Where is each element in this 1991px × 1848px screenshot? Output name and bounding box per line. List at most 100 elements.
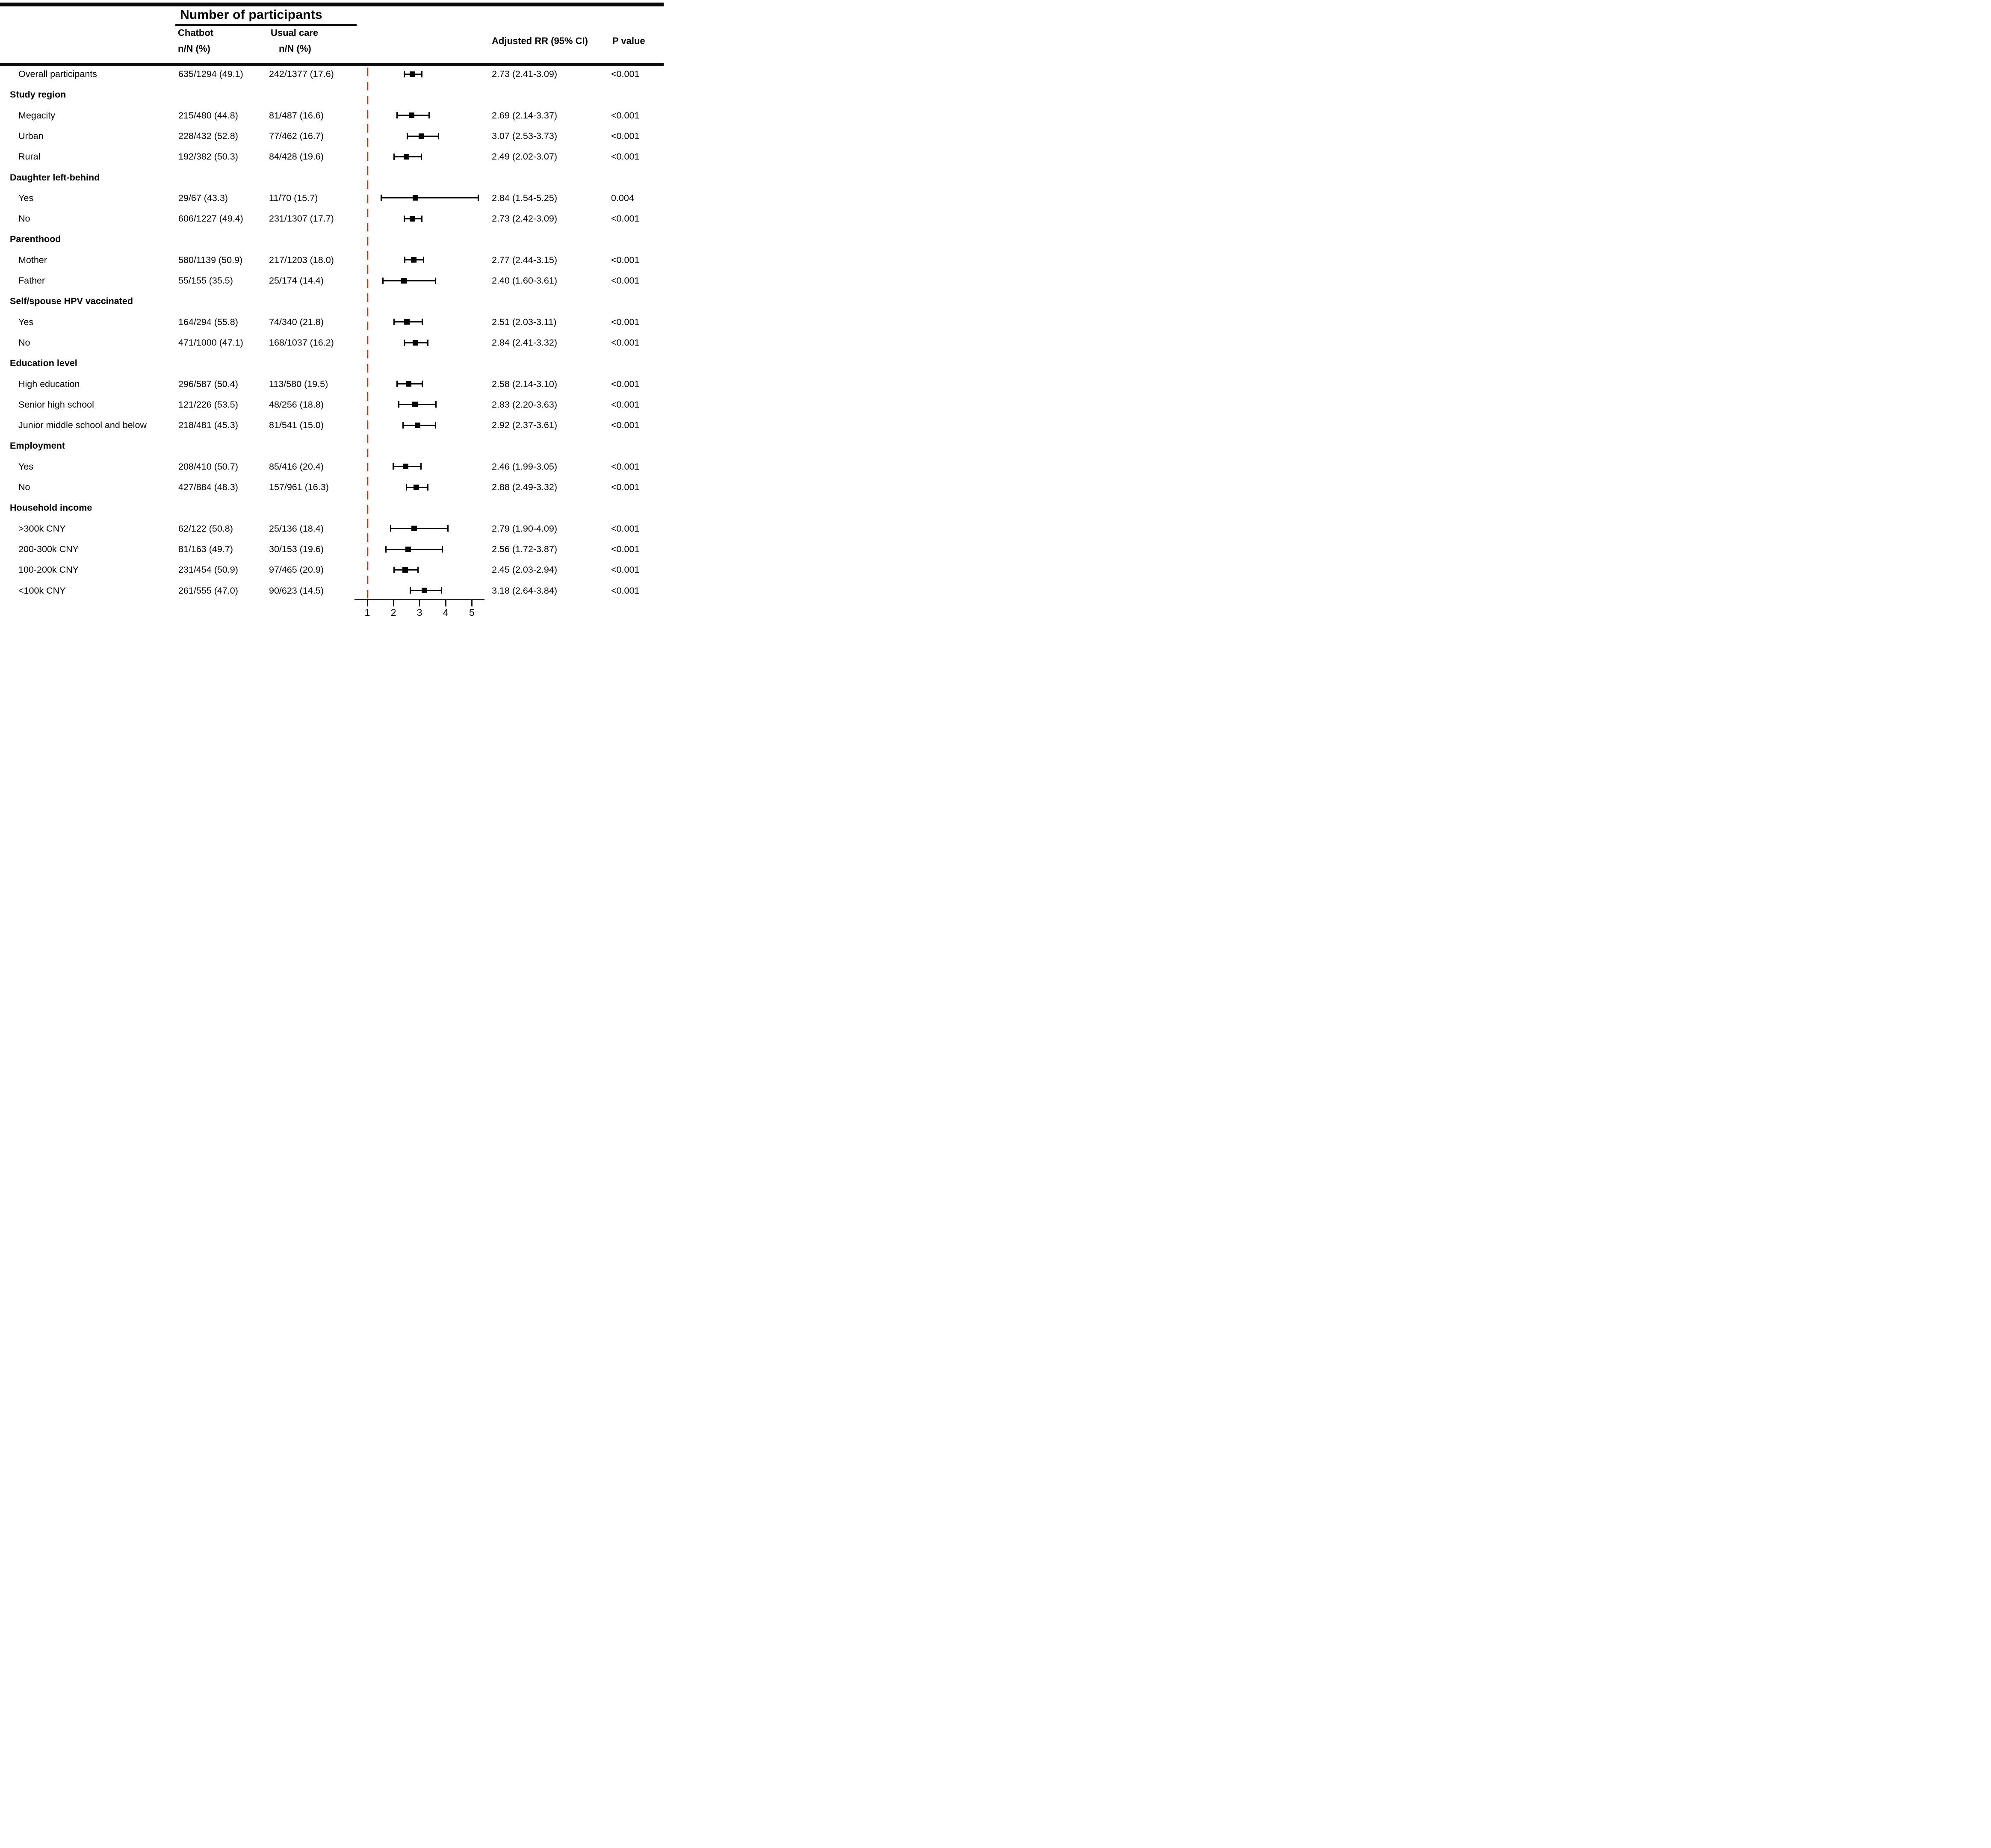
x-axis-tick-label: 2 bbox=[390, 607, 396, 616]
x-axis-tick bbox=[419, 600, 420, 606]
ci-cap-left bbox=[404, 257, 406, 263]
chatbot-count-cell: 29/67 (43.3) bbox=[178, 192, 228, 203]
usual-care-count-cell: 168/1037 (16.2) bbox=[269, 337, 334, 348]
adjusted-rr-cell: 2.51 (2.03-3.11) bbox=[492, 316, 557, 327]
adjusted-rr-cell: 3.07 (2.53-3.73) bbox=[492, 130, 557, 141]
usual-care-count-cell: 157/961 (16.3) bbox=[269, 482, 329, 492]
row-label: Yes bbox=[18, 461, 34, 472]
usual-care-count-cell: 217/1203 (18.0) bbox=[269, 254, 334, 265]
usual-care-count-cell: 25/174 (14.4) bbox=[269, 275, 324, 286]
ci-cap-right bbox=[427, 339, 429, 346]
row-label: Father bbox=[18, 275, 45, 286]
rr-point-marker bbox=[411, 257, 417, 263]
section-header-label: Daughter left-behind bbox=[10, 172, 100, 183]
p-value-cell: <0.001 bbox=[611, 275, 640, 286]
col-header-p-value: P value bbox=[612, 35, 645, 46]
ci-cap-left bbox=[392, 463, 394, 470]
ci-cap-right bbox=[427, 484, 429, 491]
p-value-cell: <0.001 bbox=[611, 544, 640, 554]
adjusted-rr-cell: 2.58 (2.14-3.10) bbox=[492, 378, 557, 389]
section-header-label: Household income bbox=[10, 503, 92, 513]
rr-point-marker bbox=[405, 546, 411, 552]
usual-care-count-cell: 25/136 (18.4) bbox=[269, 523, 324, 534]
ci-cap-left bbox=[385, 546, 387, 553]
chatbot-count-cell: 606/1227 (49.4) bbox=[178, 213, 243, 224]
section-header-label: Study region bbox=[10, 89, 66, 100]
row-label: High education bbox=[18, 378, 80, 389]
section-header-label: Employment bbox=[10, 441, 65, 451]
ci-cap-right bbox=[421, 215, 423, 222]
col-header-usual-care: Usual care bbox=[271, 27, 319, 38]
adjusted-rr-cell: 2.73 (2.42-3.09) bbox=[492, 213, 557, 224]
forest-plot-figure: Number of participants Chatbot n/N (%) U… bbox=[0, 0, 664, 616]
ci-line bbox=[386, 548, 443, 550]
usual-care-count-cell: 97/465 (20.9) bbox=[269, 565, 324, 575]
usual-care-count-cell: 81/541 (15.0) bbox=[269, 420, 324, 431]
ci-cap-left bbox=[382, 277, 384, 284]
p-value-cell: <0.001 bbox=[611, 130, 640, 141]
chatbot-count-cell: 164/294 (55.8) bbox=[178, 316, 238, 327]
rr-point-marker bbox=[412, 340, 418, 346]
p-value-cell: <0.001 bbox=[611, 585, 640, 596]
row-label: Mother bbox=[18, 254, 47, 265]
ci-cap-left bbox=[396, 112, 398, 119]
ci-line bbox=[390, 528, 448, 529]
usual-care-count-cell: 85/416 (20.4) bbox=[269, 461, 324, 472]
p-value-cell: <0.001 bbox=[611, 337, 640, 348]
adjusted-rr-cell: 2.84 (1.54-5.25) bbox=[492, 192, 557, 203]
usual-care-count-cell: 231/1307 (17.7) bbox=[269, 213, 334, 224]
chatbot-count-cell: 215/480 (44.8) bbox=[178, 110, 238, 121]
adjusted-rr-cell: 2.45 (2.03-2.94) bbox=[492, 565, 557, 575]
chatbot-count-cell: 192/382 (50.3) bbox=[178, 151, 238, 162]
adjusted-rr-cell: 2.49 (2.02-3.07) bbox=[492, 151, 557, 162]
row-label: No bbox=[18, 337, 30, 348]
x-axis-tick bbox=[393, 600, 394, 606]
ci-cap-left bbox=[402, 422, 404, 429]
ci-cap-right bbox=[441, 587, 443, 594]
chatbot-count-cell: 427/884 (48.3) bbox=[178, 482, 238, 492]
p-value-cell: <0.001 bbox=[611, 461, 640, 472]
reference-line bbox=[366, 68, 368, 599]
usual-care-count-cell: 30/153 (19.6) bbox=[269, 544, 324, 554]
chatbot-count-cell: 471/1000 (47.1) bbox=[178, 337, 243, 348]
ci-cap-left bbox=[403, 71, 405, 77]
rr-point-marker bbox=[414, 484, 419, 490]
row-label: Yes bbox=[18, 192, 34, 203]
usual-care-count-cell: 77/462 (16.7) bbox=[269, 130, 324, 141]
ci-cap-left bbox=[393, 566, 395, 573]
rr-point-marker bbox=[402, 567, 408, 573]
rr-point-marker bbox=[412, 402, 418, 408]
adjusted-rr-cell: 2.40 (1.60-3.61) bbox=[492, 275, 557, 286]
rr-point-marker bbox=[412, 195, 418, 201]
chatbot-count-cell: 296/587 (50.4) bbox=[178, 378, 238, 389]
p-value-cell: <0.001 bbox=[611, 420, 640, 431]
col-header-adjusted-rr: Adjusted RR (95% CI) bbox=[492, 35, 588, 46]
rr-point-marker bbox=[404, 319, 410, 325]
chatbot-count-cell: 635/1294 (49.1) bbox=[178, 69, 243, 79]
ci-cap-right bbox=[417, 566, 419, 573]
p-value-cell: <0.001 bbox=[611, 213, 640, 224]
p-value-cell: <0.001 bbox=[611, 110, 640, 121]
adjusted-rr-cell: 3.18 (2.64-3.84) bbox=[492, 585, 557, 596]
x-axis-tick-label: 3 bbox=[417, 607, 422, 616]
p-value-cell: <0.001 bbox=[611, 316, 640, 327]
usual-care-count-cell: 11/70 (15.7) bbox=[269, 192, 318, 203]
participants-group-title: Number of participants bbox=[180, 8, 322, 22]
adjusted-rr-cell: 2.73 (2.41-3.09) bbox=[492, 69, 557, 79]
x-axis-tick bbox=[471, 600, 473, 606]
p-value-cell: <0.001 bbox=[611, 378, 640, 389]
ci-cap-right bbox=[422, 319, 423, 325]
p-value-cell: <0.001 bbox=[611, 151, 640, 162]
ci-cap-left bbox=[381, 195, 382, 201]
rr-point-marker bbox=[421, 588, 427, 594]
rr-point-marker bbox=[411, 526, 417, 532]
rr-point-marker bbox=[408, 112, 414, 118]
ci-cap-right bbox=[422, 257, 424, 263]
ci-line bbox=[381, 197, 479, 199]
usual-care-count-cell: 74/340 (21.8) bbox=[269, 316, 324, 327]
rr-point-marker bbox=[402, 464, 408, 470]
usual-care-count-cell: 242/1377 (17.6) bbox=[269, 69, 334, 79]
ci-cap-left bbox=[403, 339, 405, 346]
rr-point-marker bbox=[401, 278, 407, 284]
adjusted-rr-cell: 2.56 (1.72-3.87) bbox=[492, 544, 557, 554]
